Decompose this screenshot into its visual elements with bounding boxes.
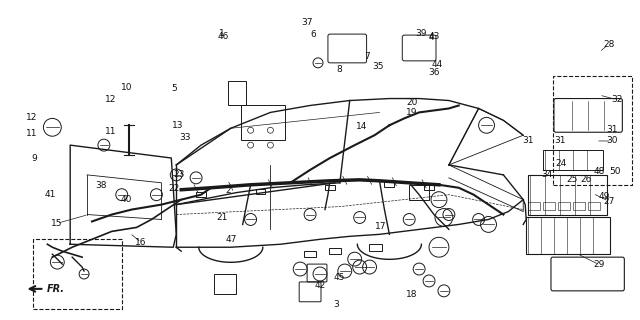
Text: 41: 41 [45,190,56,199]
Bar [255,189,266,194]
Bar [573,202,585,210]
Bar [553,76,632,185]
Text: 48: 48 [593,167,605,176]
Bar [241,106,285,140]
Text: 3: 3 [333,300,339,309]
Text: 12: 12 [105,95,116,104]
Text: 22: 22 [168,184,180,193]
Text: 4: 4 [428,33,434,42]
Bar [304,251,316,257]
Text: 15: 15 [51,219,63,228]
Text: 40: 40 [121,195,132,204]
Text: 7: 7 [365,52,371,61]
Text: 11: 11 [26,129,37,138]
Text: 31: 31 [606,125,618,134]
Text: 29: 29 [593,260,605,269]
Text: 25: 25 [567,174,578,184]
Text: 47: 47 [225,235,237,244]
Text: 19: 19 [406,108,418,117]
Text: 50: 50 [609,167,621,176]
Bar [526,217,611,254]
Bar [385,182,394,187]
Text: 8: 8 [336,65,342,74]
Text: 46: 46 [217,32,228,41]
Text: 23: 23 [173,170,185,179]
Text: 17: 17 [374,222,386,231]
Text: FR.: FR. [46,284,65,294]
Text: 5: 5 [172,84,177,93]
Text: 24: 24 [556,159,566,168]
Text: 27: 27 [603,197,614,206]
Bar [528,175,607,214]
Text: 10: 10 [121,83,132,92]
Text: 2: 2 [225,186,231,195]
Text: 20: 20 [406,99,418,108]
Text: 35: 35 [372,62,384,71]
Text: 26: 26 [580,174,592,184]
Text: 14: 14 [356,122,367,131]
Text: 18: 18 [406,290,418,299]
Text: 1: 1 [219,28,225,38]
Bar [424,185,434,190]
Bar [558,202,570,210]
Bar [543,202,555,210]
Bar [409,185,429,200]
Bar [325,185,335,190]
Text: 31: 31 [554,136,566,146]
Bar [33,239,122,309]
Bar [228,81,246,106]
Text: 33: 33 [179,133,191,142]
Text: 9: 9 [31,154,37,163]
Bar [196,192,206,197]
Text: 37: 37 [301,18,313,27]
Text: 13: 13 [172,121,183,130]
Text: 49: 49 [598,192,610,201]
Text: 34: 34 [541,170,553,179]
Bar [369,244,383,251]
Text: 43: 43 [429,32,440,41]
Bar [543,150,602,170]
Polygon shape [70,145,176,247]
Text: 31: 31 [522,136,534,146]
Bar [588,202,600,210]
Text: 12: 12 [26,113,37,122]
Text: 36: 36 [428,68,440,77]
Bar [329,248,341,254]
Text: 6: 6 [311,30,317,39]
Text: 30: 30 [606,136,618,146]
Bar [214,274,236,294]
Text: 16: 16 [135,238,147,247]
Text: 21: 21 [216,212,227,222]
Text: 11: 11 [105,127,116,136]
Text: 38: 38 [95,181,107,190]
Text: 28: 28 [603,40,614,49]
Text: 45: 45 [333,273,345,282]
Text: 42: 42 [314,281,326,290]
Text: 32: 32 [611,95,623,104]
Text: 44: 44 [432,60,443,69]
Text: 39: 39 [416,28,428,38]
Bar [528,202,540,210]
